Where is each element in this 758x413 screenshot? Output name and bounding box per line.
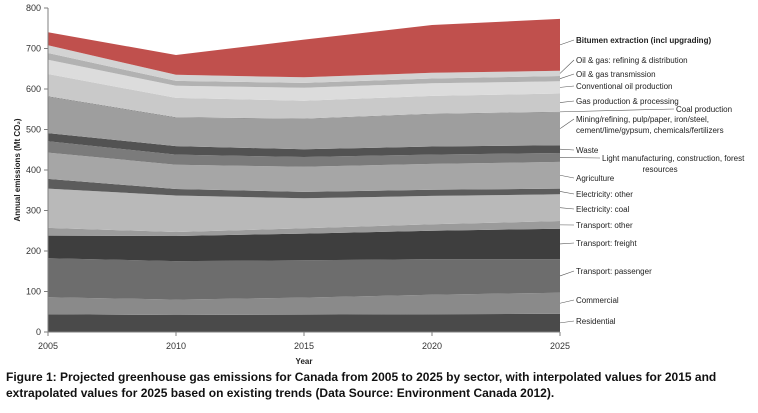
series-label: Conventional oil production bbox=[576, 82, 673, 91]
leader-line bbox=[559, 73, 575, 79]
leader-line bbox=[559, 100, 575, 103]
series-label: Oil & gas: refining & distribution bbox=[576, 56, 688, 65]
leader-line bbox=[559, 118, 575, 129]
y-tick-label: 400 bbox=[26, 165, 41, 175]
leader-line bbox=[559, 207, 575, 210]
x-tick-label: 2020 bbox=[422, 341, 442, 351]
series-label: Gas production & processing bbox=[576, 97, 679, 106]
y-tick-label: 800 bbox=[26, 3, 41, 13]
series-label: Electricity: coal bbox=[576, 205, 630, 214]
y-tick-label: 100 bbox=[26, 287, 41, 297]
series-label: Oil & gas transmission bbox=[576, 70, 656, 79]
x-tick-label: 2015 bbox=[294, 341, 314, 351]
series-label: Light manufacturing, construction, fores… bbox=[602, 154, 745, 174]
leader-line bbox=[559, 270, 575, 277]
area-7 bbox=[48, 152, 560, 192]
y-tick-label: 200 bbox=[26, 246, 41, 256]
leader-line bbox=[559, 148, 575, 151]
area-14 bbox=[48, 53, 560, 88]
series-label: Electricity: other bbox=[576, 190, 633, 199]
stacked-area-chart: 0 100 200 300 400 500 600 700 800 2005 2010 2015 202… bbox=[13, 3, 745, 366]
area-8 bbox=[48, 141, 560, 167]
leader-line bbox=[559, 108, 675, 113]
area-2 bbox=[48, 258, 560, 300]
series-label: Waste bbox=[576, 146, 599, 155]
area-4 bbox=[48, 221, 560, 236]
figure-caption: Figure 1: Projected greenhouse gas emiss… bbox=[6, 370, 717, 400]
area-9 bbox=[48, 133, 560, 157]
series-label: Bitumen extraction (incl upgrading) bbox=[576, 36, 711, 45]
series-label: Mining/refining, pulp/paper, iron/steel,… bbox=[576, 115, 724, 135]
y-axis-label: Annual emissions (Mt CO₂) bbox=[13, 118, 22, 221]
leader-line bbox=[559, 85, 575, 88]
y-tick-label: 700 bbox=[26, 44, 41, 54]
series-labels: Residential Commercial Transport: passenge… bbox=[559, 36, 745, 326]
series-label: Coal production bbox=[676, 105, 732, 114]
leader-line bbox=[559, 299, 575, 304]
leader-line bbox=[559, 320, 575, 324]
y-tick-label: 500 bbox=[26, 125, 41, 135]
area-13 bbox=[48, 59, 560, 101]
area-5 bbox=[48, 188, 560, 232]
leader-line bbox=[559, 191, 575, 195]
series-label: Residential bbox=[576, 317, 616, 326]
area-3 bbox=[48, 228, 560, 262]
leader-line bbox=[559, 39, 575, 46]
series-label: Commercial bbox=[576, 296, 619, 305]
y-tick-label: 600 bbox=[26, 84, 41, 94]
axes: 0 100 200 300 400 500 600 700 800 2005 2010 2015 202… bbox=[26, 3, 570, 351]
x-tick-label: 2005 bbox=[38, 341, 58, 351]
area-layers bbox=[48, 18, 560, 332]
area-12 bbox=[48, 74, 560, 119]
area-6 bbox=[48, 178, 560, 199]
series-label: Agriculture bbox=[576, 174, 615, 183]
y-tick-label: 0 bbox=[36, 327, 41, 337]
area-16 bbox=[48, 18, 560, 78]
leader-line bbox=[559, 174, 575, 179]
series-label: Transport: other bbox=[576, 221, 633, 230]
series-label: Transport: freight bbox=[576, 239, 637, 248]
series-label: Transport: passenger bbox=[576, 267, 652, 276]
area-0 bbox=[48, 313, 560, 332]
x-axis-label: Year bbox=[296, 357, 313, 366]
x-tick-label: 2010 bbox=[166, 341, 186, 351]
leader-line bbox=[559, 59, 575, 74]
leader-line bbox=[559, 157, 601, 159]
area-10 bbox=[48, 96, 560, 150]
leader-line bbox=[559, 242, 575, 245]
area-15 bbox=[48, 45, 560, 83]
x-tick-label: 2025 bbox=[550, 341, 570, 351]
area-1 bbox=[48, 292, 560, 315]
y-tick-label: 300 bbox=[26, 206, 41, 216]
